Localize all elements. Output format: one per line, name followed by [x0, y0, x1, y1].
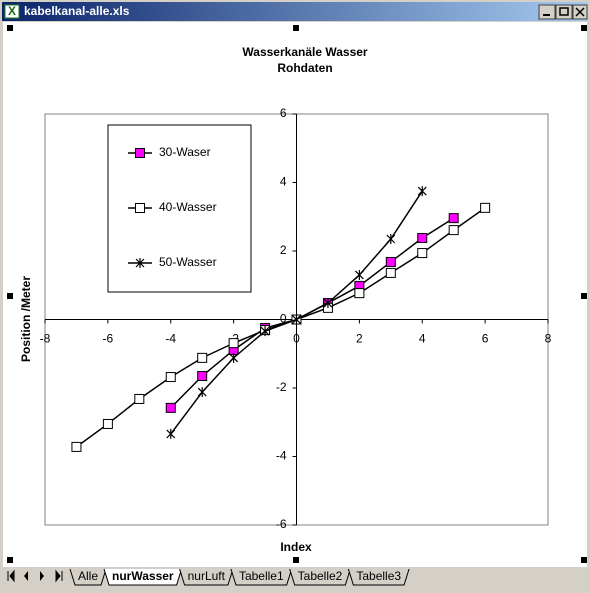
sheet-tab-label: Alle: [78, 569, 98, 583]
marker: [448, 225, 459, 236]
handle[interactable]: [293, 557, 299, 563]
prev-sheet-button[interactable]: [24, 571, 28, 581]
marker: [354, 269, 364, 280]
sheet-tab-shape: [289, 568, 351, 586]
legend-label: 50-Wasser: [159, 255, 217, 269]
window-buttons: [538, 4, 588, 20]
handle[interactable]: [581, 557, 587, 563]
marker: [385, 256, 396, 267]
marker: [385, 267, 396, 278]
legend-label: 40-Wasser: [159, 200, 217, 214]
legend-marker: [135, 203, 145, 213]
handle[interactable]: [581, 293, 587, 299]
legend-label: 30-Waser: [159, 145, 211, 159]
y-tick-label: -2: [276, 380, 287, 394]
handle[interactable]: [7, 293, 13, 299]
tab-navigation: [7, 569, 63, 583]
series: [166, 186, 427, 439]
marker: [166, 428, 176, 439]
marker: [229, 352, 239, 363]
sheet-tab-label: Tabelle3: [356, 569, 401, 583]
sheet-tab-shape: [230, 568, 293, 586]
chart-subtitle: Rohdaten: [277, 61, 332, 75]
marker: [165, 402, 176, 413]
y-tick-label: 6: [280, 106, 287, 120]
y-axis-label: Position /Meter: [19, 276, 33, 362]
sheet-tab-label: nurWasser: [112, 569, 174, 583]
marker: [480, 202, 491, 213]
file-icon: [4, 4, 20, 19]
sheet-tab[interactable]: nurLuft: [179, 568, 234, 586]
sheet-tab[interactable]: Tabelle1: [230, 568, 293, 586]
marker: [134, 393, 145, 404]
x-tick-label: 0: [293, 332, 300, 346]
marker: [354, 288, 365, 299]
title-bar: [2, 2, 588, 21]
legend-marker: [135, 258, 145, 268]
x-tick-label: 6: [482, 332, 489, 346]
marker: [197, 352, 208, 363]
sheet-tab[interactable]: Alle: [69, 568, 107, 586]
sheet-tab-shape: [347, 568, 410, 586]
marker: [102, 418, 113, 429]
handle[interactable]: [7, 557, 13, 563]
y-tick-label: -6: [276, 517, 287, 531]
sheet-tab-shape: [69, 568, 107, 586]
window-title: kabelkanal-alle.xls: [24, 4, 130, 18]
maximize-button[interactable]: [555, 4, 573, 20]
x-tick-label: -8: [40, 332, 51, 346]
marker: [417, 186, 427, 197]
marker: [323, 298, 333, 309]
sheet-tab-label: Tabelle1: [239, 569, 284, 583]
marker: [165, 372, 176, 383]
minimize-button[interactable]: [538, 4, 556, 20]
handle[interactable]: [293, 25, 299, 31]
sheet-tab[interactable]: Tabelle3: [347, 568, 410, 586]
sheet-tab-label: nurLuft: [188, 569, 226, 583]
legend-marker: [135, 148, 145, 158]
y-tick-label: 4: [280, 175, 287, 189]
sheet-tab[interactable]: Tabelle2: [289, 568, 351, 586]
first-sheet-button[interactable]: [7, 569, 15, 583]
file-icon-glyph: X: [8, 4, 16, 18]
marker: [417, 232, 428, 243]
x-tick-label: -4: [165, 332, 176, 346]
x-axis-label: Index: [280, 540, 312, 554]
selection-handles: [7, 25, 587, 563]
marker: [71, 441, 82, 452]
marker: [260, 326, 270, 337]
chart-title: Wasserkanäle Wasser: [242, 45, 368, 59]
marker: [228, 338, 239, 349]
x-tick-label: 8: [545, 332, 552, 346]
x-tick-label: 4: [419, 332, 426, 346]
y-tick-label: 2: [280, 243, 287, 257]
sheet-tab-shape: [179, 568, 234, 586]
close-glyph: [575, 7, 585, 17]
maximize-glyph: [559, 7, 569, 16]
chart-area: [3, 22, 587, 567]
last-sheet-button[interactable]: [55, 569, 63, 583]
marker: [417, 248, 428, 259]
sheet-tab-shape: [103, 568, 183, 586]
marker: [448, 213, 459, 224]
handle[interactable]: [581, 25, 587, 31]
handle[interactable]: [7, 25, 13, 31]
y-tick-label: -4: [276, 449, 287, 463]
x-tick-label: -6: [103, 332, 114, 346]
marker: [386, 234, 396, 245]
sheet-tab[interactable]: nurWasser: [103, 568, 183, 586]
marker: [292, 314, 301, 325]
marker: [197, 371, 208, 382]
next-sheet-button[interactable]: [40, 571, 44, 581]
y-tick-label: 0: [280, 312, 287, 326]
marker: [197, 387, 207, 398]
sheet-tab-label: Tabelle2: [298, 569, 343, 583]
x-tick-label: 2: [356, 332, 363, 346]
